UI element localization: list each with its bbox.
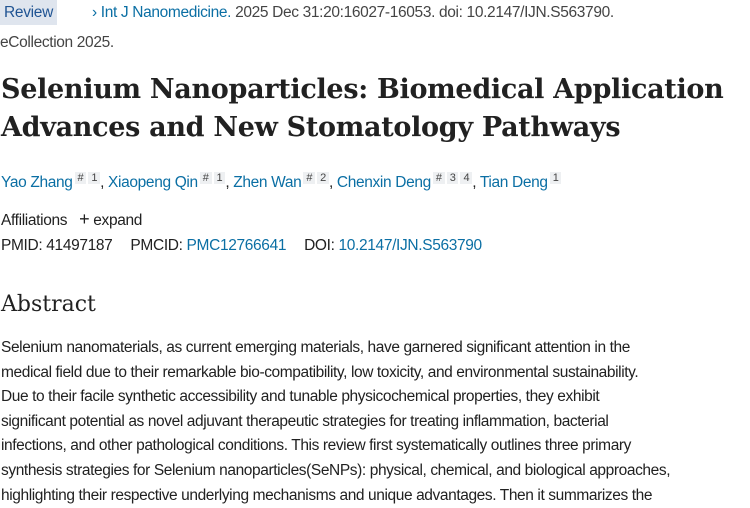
ecollection-text: eCollection 2025. xyxy=(0,34,114,51)
affiliation-mark[interactable]: # xyxy=(74,172,87,184)
affiliations-toggle[interactable]: Affiliations + expand xyxy=(1,209,143,229)
affiliation-mark[interactable]: # xyxy=(199,172,212,184)
chevron-right-icon: › xyxy=(92,4,97,21)
abstract-line: Due to their facile synthetic accessibil… xyxy=(1,388,600,406)
abstract-line: medical field due to their remarkable bi… xyxy=(1,363,639,381)
affiliation-mark[interactable]: # xyxy=(432,172,445,184)
pmid-value: 41497187 xyxy=(46,237,113,254)
affiliation-mark[interactable]: 3 xyxy=(446,172,459,184)
abstract-line: significant potential as novel adjuvant … xyxy=(1,412,609,430)
doi-link[interactable]: 10.2147/IJN.S563790 xyxy=(338,237,483,254)
article-title-line-1: Selenium Nanoparticles: Biomedical Appli… xyxy=(1,74,724,105)
article-type-badge: Review xyxy=(0,0,57,25)
article-title-line-2: Advances and New Stomatology Pathways xyxy=(1,112,621,143)
author-link[interactable]: Xiaopeng Qin xyxy=(108,174,198,191)
affiliation-mark[interactable]: 1 xyxy=(88,172,101,184)
abstract-text: Selenium nanomaterials, as current emerg… xyxy=(1,336,671,508)
citation-line: › Int J Nanomedicine. 2025 Dec 31:20:160… xyxy=(92,4,614,21)
author-link[interactable]: Chenxin Deng xyxy=(336,174,431,191)
pmcid-link[interactable]: PMC12766641 xyxy=(186,237,287,254)
author-link[interactable]: Yao Zhang xyxy=(1,174,73,191)
abstract-line: infections, and other pathological condi… xyxy=(1,437,632,455)
authors-list: Yao Zhang #1, Xiaopeng Qin #1, Zhen Wan #2,… xyxy=(1,172,562,192)
author-link[interactable]: Zhen Wan xyxy=(233,174,302,191)
affiliation-mark[interactable]: 1 xyxy=(549,172,562,184)
plus-icon: + xyxy=(79,209,90,229)
affiliation-mark[interactable]: 2 xyxy=(317,172,329,184)
affiliation-mark[interactable]: 1 xyxy=(213,172,226,184)
abstract-line: synthesis strategies for Selenium nanopa… xyxy=(1,461,671,479)
abstract-heading: Abstract xyxy=(1,292,96,317)
identifiers: PMID: 41497187 PMCID: PMC12766641 DOI: 1… xyxy=(1,237,483,254)
affiliation-mark[interactable]: 4 xyxy=(460,172,473,184)
abstract-line: Selenium nanomaterials, as current emerg… xyxy=(1,339,630,356)
author-link[interactable]: Tian Deng xyxy=(479,174,548,191)
abstract-line: highlighting their respective underlying… xyxy=(1,486,653,504)
journal-link[interactable]: › Int J Nanomedicine. xyxy=(92,4,232,21)
affiliation-mark[interactable]: # xyxy=(303,172,316,184)
